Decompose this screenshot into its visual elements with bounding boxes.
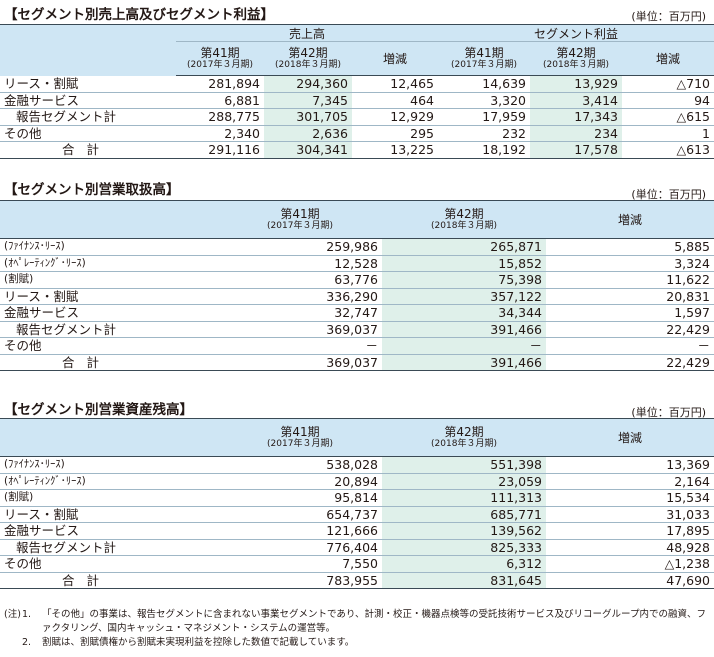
table-row: (ｵﾍﾟﾚｰﾃｨﾝｸﾞ･ﾘｰｽ) 12,528 15,852 3,324 [0,255,714,272]
profit-group-header: セグメント利益 [438,24,714,42]
assets-col-diff: 増減 [546,418,714,457]
table-row: (割賦) 63,776 75,398 11,622 [0,271,714,289]
sales-group-header: 売上高 [176,24,438,42]
sales-header-blank [0,24,176,76]
volume-col-41: 第41期 (2017年３月期) [218,200,382,239]
profit-col-41: 第41期 (2017年３月期) [438,41,530,76]
footnotes: (注) 1. 「その他」の事業は、報告セグメントに含まれない事業セグメントであり… [4,608,710,650]
volume-title: 【セグメント別営業取扱高】 [4,182,180,198]
table-row: 報告セグメント計 288,775 301,705 12,929 17,959 1… [0,108,714,126]
volume-header-blank [0,200,218,239]
table-row: 報告セグメント計 776,404 825,333 48,928 [0,539,714,556]
sales-col-41: 第41期 (2017年３月期) [176,41,264,76]
assets-table: 第41期 (2017年３月期) 第42期 (2018年３月期) 増減 (ﾌｧｲﾅﾝｽ… [0,418,714,589]
table-row: リース・割賦 336,290 357,122 20,831 [0,288,714,305]
sales-table: 売上高 セグメント利益 第41期 (2017年３月期) 第42期 (2018年３月期… [0,24,714,159]
total-row: 合計 369,037 391,466 22,429 [0,354,714,371]
assets-col-41: 第41期 (2017年３月期) [218,418,382,457]
footnote-1: (注) 1. 「その他」の事業は、報告セグメントに含まれない事業セグメントであり… [4,609,706,634]
footnote-tag: (注) [4,609,21,620]
total-row: 合計 783,955 831,645 47,690 [0,572,714,589]
table-row: リース・割賦 281,894 294,360 12,465 14,639 13,… [0,75,714,93]
volume-unit: (単位：百万円) [631,188,706,201]
table-row: その他 2,340 2,636 295 232 234 1 [0,125,714,142]
assets-col-42: 第42期 (2018年３月期) [382,418,546,457]
table-row: 報告セグメント計 369,037 391,466 22,429 [0,321,714,338]
footnote-2: 2. 割賦は、割賦債権から割賦未実現利益を控除した数値で記載しています。 [22,637,355,648]
assets-title: 【セグメント別営業資産残高】 [4,402,193,418]
table-row: 金融サービス 121,666 139,562 17,895 [0,522,714,540]
table-row: 金融サービス 6,881 7,345 464 3,320 3,414 94 [0,92,714,109]
table-row: その他 7,550 6,312 △1,238 [0,555,714,573]
volume-col-diff: 増減 [546,200,714,239]
table-row: 金融サービス 32,747 34,344 1,597 [0,304,714,322]
total-row: 合計 291,116 304,341 13,225 18,192 17,578 … [0,141,714,159]
sales-title: 【セグメント別売上高及びセグメント利益】 [4,7,274,23]
table-row: (ﾌｧｲﾅﾝｽ･ﾘｰｽ) 259,986 265,871 5,885 [0,238,714,256]
sales-unit: (単位：百万円) [631,10,706,23]
assets-header-blank [0,418,218,457]
volume-table: 第41期 (2017年３月期) 第42期 (2018年３月期) 増減 (ﾌｧｲﾅﾝｽ… [0,200,714,371]
table-row: その他 － － － [0,337,714,355]
profit-col-diff: 増減 [622,41,714,76]
volume-col-42: 第42期 (2018年３月期) [382,200,546,239]
table-row: リース・割賦 654,737 685,771 31,033 [0,506,714,523]
table-row: (ｵﾍﾟﾚｰﾃｨﾝｸﾞ･ﾘｰｽ) 20,894 23,059 2,164 [0,473,714,490]
table-row: (ﾌｧｲﾅﾝｽ･ﾘｰｽ) 538,028 551,398 13,369 [0,456,714,474]
table-row: (割賦) 95,814 111,313 15,534 [0,489,714,507]
sales-col-diff: 増減 [352,41,438,76]
sales-col-42: 第42期 (2018年３月期) [264,41,352,76]
assets-unit: (単位：百万円) [631,406,706,419]
profit-col-42: 第42期 (2018年３月期) [530,41,622,76]
